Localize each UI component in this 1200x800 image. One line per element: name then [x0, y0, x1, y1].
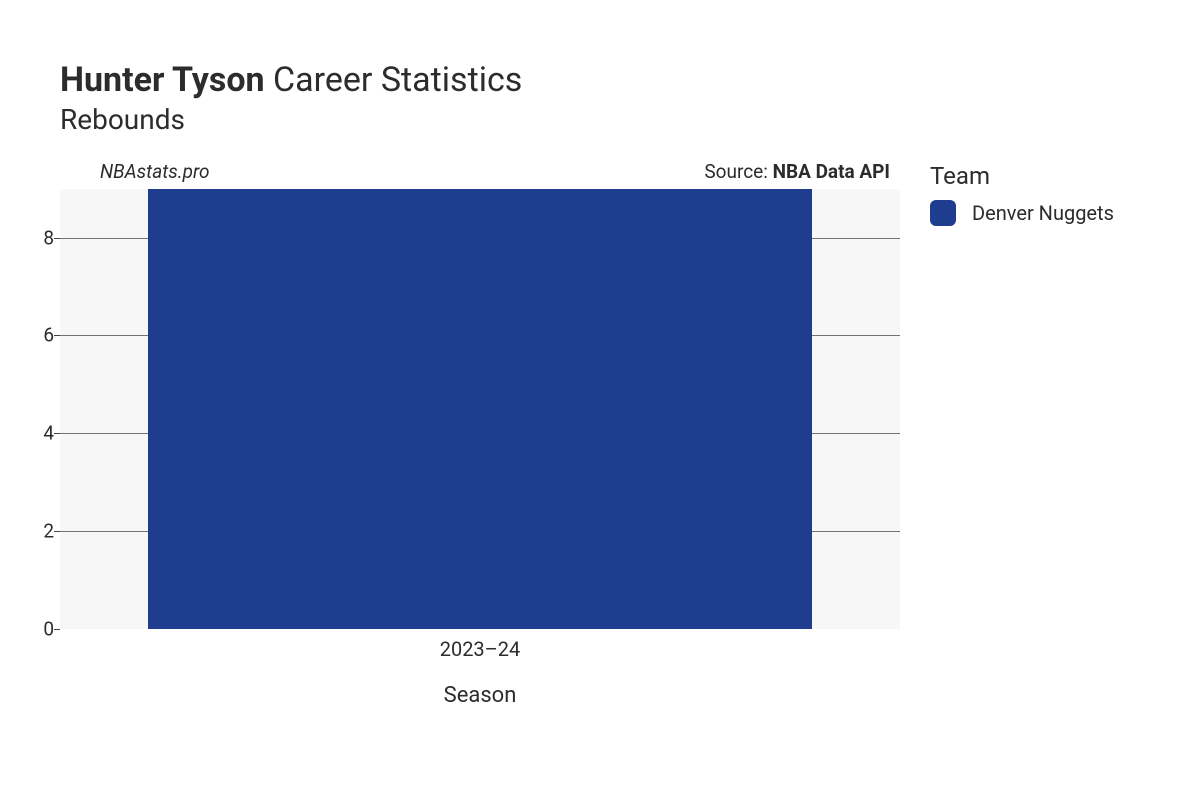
x-tick-row: 2023–24 [60, 629, 900, 659]
y-tick-label: 4 [24, 422, 54, 445]
x-tick-label: 2023–24 [440, 637, 521, 661]
title-suffix: Career Statistics [265, 60, 523, 100]
title-block: Hunter Tyson Career Statistics Rebounds [60, 60, 1160, 136]
bar [148, 189, 812, 629]
legend-item: Denver Nuggets [930, 200, 1114, 226]
source-prefix: Source: [704, 160, 772, 183]
watermark: NBAstats.pro [100, 160, 210, 183]
chart-container: Hunter Tyson Career Statistics Rebounds … [0, 0, 1200, 800]
y-tick-label: 0 [24, 617, 54, 640]
legend-items: Denver Nuggets [930, 200, 1114, 226]
legend-swatch [930, 200, 956, 226]
x-axis-label: Season [60, 683, 900, 708]
chart-body: NBAstats.pro Source: NBA Data API Reboun… [60, 160, 1160, 708]
y-tick-label: 6 [24, 324, 54, 347]
source-label: Source: NBA Data API [704, 160, 890, 183]
y-tick-label: 8 [24, 226, 54, 249]
legend-label: Denver Nuggets [972, 201, 1114, 225]
player-name: Hunter Tyson [60, 60, 265, 100]
chart-title: Hunter Tyson Career Statistics [60, 60, 1160, 101]
y-tick-mark [54, 531, 60, 532]
plot-column: NBAstats.pro Source: NBA Data API Reboun… [60, 160, 900, 708]
y-tick-mark [54, 335, 60, 336]
y-tick-mark [54, 433, 60, 434]
plot-area: 02468 [60, 189, 900, 629]
chart-subtitle: Rebounds [60, 103, 1160, 136]
source-name: NBA Data API [773, 160, 890, 183]
legend: Team Denver Nuggets [930, 162, 1114, 226]
y-tick-mark [54, 238, 60, 239]
legend-title: Team [930, 162, 1114, 190]
meta-row: NBAstats.pro Source: NBA Data API [60, 160, 900, 189]
y-tick-label: 2 [24, 520, 54, 543]
